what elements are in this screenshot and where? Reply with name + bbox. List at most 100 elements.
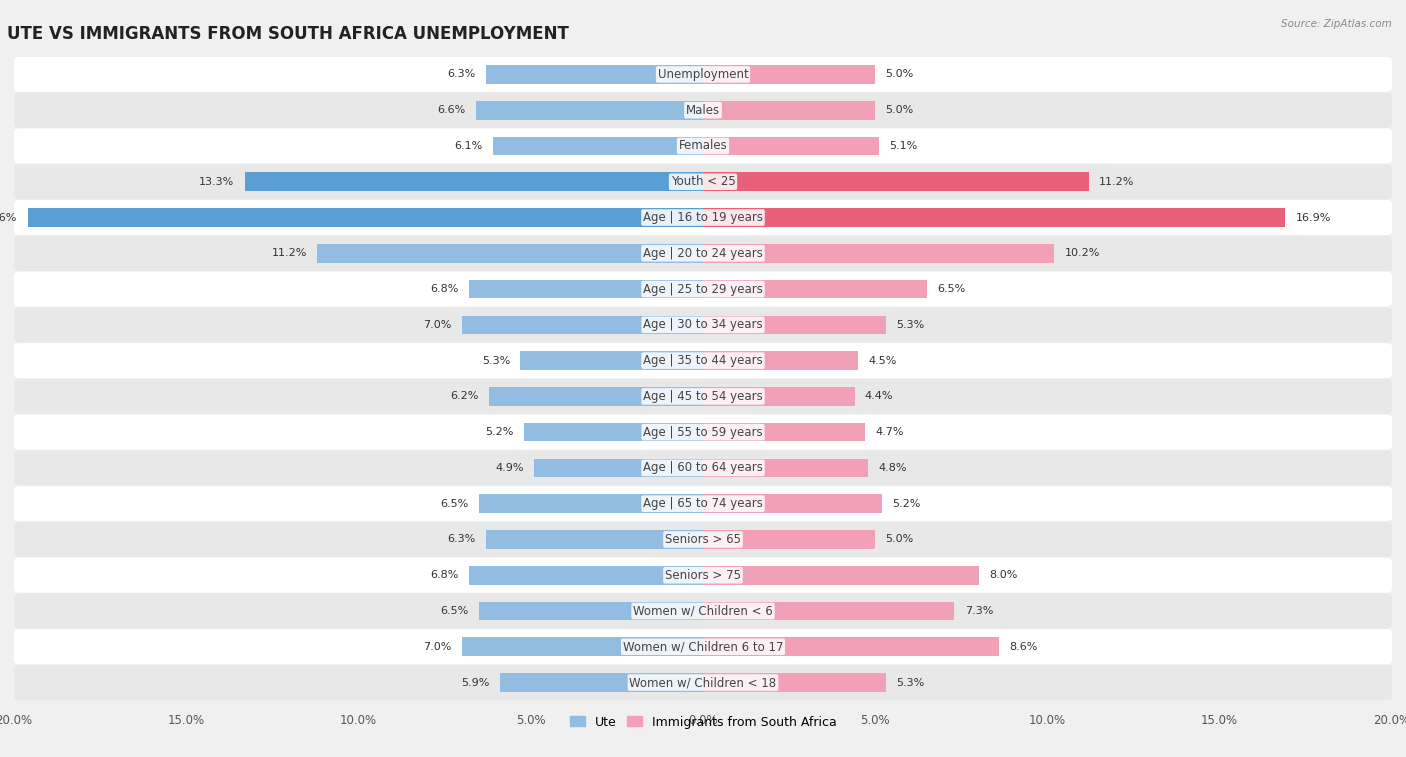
- Legend: Ute, Immigrants from South Africa: Ute, Immigrants from South Africa: [565, 711, 841, 734]
- Bar: [703, 673, 886, 692]
- Bar: [703, 423, 865, 441]
- Text: 8.6%: 8.6%: [1010, 642, 1038, 652]
- Bar: [468, 566, 703, 584]
- Text: Unemployment: Unemployment: [658, 68, 748, 81]
- FancyBboxPatch shape: [14, 665, 1392, 700]
- Text: 6.8%: 6.8%: [430, 570, 458, 580]
- Bar: [703, 137, 879, 155]
- Bar: [318, 244, 703, 263]
- Text: 6.5%: 6.5%: [440, 606, 468, 616]
- Text: Source: ZipAtlas.com: Source: ZipAtlas.com: [1281, 19, 1392, 29]
- Text: 4.4%: 4.4%: [865, 391, 893, 401]
- Text: Age | 35 to 44 years: Age | 35 to 44 years: [643, 354, 763, 367]
- Bar: [703, 173, 1088, 191]
- Bar: [703, 494, 882, 513]
- Bar: [703, 316, 886, 334]
- Text: Age | 65 to 74 years: Age | 65 to 74 years: [643, 497, 763, 510]
- Text: 5.3%: 5.3%: [896, 320, 924, 330]
- Text: Age | 45 to 54 years: Age | 45 to 54 years: [643, 390, 763, 403]
- Text: Women w/ Children < 6: Women w/ Children < 6: [633, 605, 773, 618]
- Text: 6.5%: 6.5%: [938, 284, 966, 294]
- Bar: [703, 351, 858, 370]
- Text: Seniors > 65: Seniors > 65: [665, 533, 741, 546]
- Text: 5.0%: 5.0%: [886, 534, 914, 544]
- Text: Males: Males: [686, 104, 720, 117]
- FancyBboxPatch shape: [14, 378, 1392, 414]
- Bar: [524, 423, 703, 441]
- Bar: [703, 244, 1054, 263]
- Text: Women w/ Children 6 to 17: Women w/ Children 6 to 17: [623, 640, 783, 653]
- Bar: [468, 280, 703, 298]
- FancyBboxPatch shape: [14, 307, 1392, 342]
- Bar: [703, 566, 979, 584]
- Bar: [461, 316, 703, 334]
- FancyBboxPatch shape: [14, 200, 1392, 235]
- Text: 6.1%: 6.1%: [454, 141, 482, 151]
- Bar: [486, 530, 703, 549]
- FancyBboxPatch shape: [14, 486, 1392, 522]
- Text: 4.5%: 4.5%: [869, 356, 897, 366]
- FancyBboxPatch shape: [14, 593, 1392, 628]
- Text: 5.2%: 5.2%: [893, 499, 921, 509]
- Text: UTE VS IMMIGRANTS FROM SOUTH AFRICA UNEMPLOYMENT: UTE VS IMMIGRANTS FROM SOUTH AFRICA UNEM…: [7, 25, 569, 43]
- Bar: [534, 459, 703, 477]
- Text: 5.9%: 5.9%: [461, 678, 489, 687]
- Bar: [520, 351, 703, 370]
- Bar: [703, 637, 1000, 656]
- Text: 6.3%: 6.3%: [447, 534, 475, 544]
- FancyBboxPatch shape: [14, 235, 1392, 271]
- Bar: [479, 602, 703, 620]
- Text: Seniors > 75: Seniors > 75: [665, 569, 741, 581]
- Text: 4.8%: 4.8%: [879, 463, 907, 473]
- FancyBboxPatch shape: [14, 450, 1392, 485]
- Text: 19.6%: 19.6%: [0, 213, 17, 223]
- Text: Females: Females: [679, 139, 727, 152]
- FancyBboxPatch shape: [14, 415, 1392, 450]
- Text: Age | 55 to 59 years: Age | 55 to 59 years: [643, 425, 763, 438]
- Bar: [703, 387, 855, 406]
- FancyBboxPatch shape: [14, 272, 1392, 307]
- Text: 6.6%: 6.6%: [437, 105, 465, 115]
- Bar: [486, 65, 703, 84]
- Text: 5.3%: 5.3%: [896, 678, 924, 687]
- Text: 5.0%: 5.0%: [886, 70, 914, 79]
- Text: 4.7%: 4.7%: [875, 427, 904, 437]
- Bar: [28, 208, 703, 227]
- Bar: [703, 208, 1285, 227]
- FancyBboxPatch shape: [14, 343, 1392, 378]
- Text: Age | 30 to 34 years: Age | 30 to 34 years: [643, 319, 763, 332]
- Text: 7.0%: 7.0%: [423, 642, 451, 652]
- Text: Age | 16 to 19 years: Age | 16 to 19 years: [643, 211, 763, 224]
- FancyBboxPatch shape: [14, 558, 1392, 593]
- Text: 10.2%: 10.2%: [1064, 248, 1099, 258]
- FancyBboxPatch shape: [14, 57, 1392, 92]
- Text: 6.5%: 6.5%: [440, 499, 468, 509]
- Bar: [499, 673, 703, 692]
- Text: Age | 60 to 64 years: Age | 60 to 64 years: [643, 462, 763, 475]
- FancyBboxPatch shape: [14, 164, 1392, 199]
- Bar: [703, 530, 875, 549]
- Text: Age | 20 to 24 years: Age | 20 to 24 years: [643, 247, 763, 260]
- Text: 7.3%: 7.3%: [965, 606, 993, 616]
- Text: 5.3%: 5.3%: [482, 356, 510, 366]
- Text: 5.0%: 5.0%: [886, 105, 914, 115]
- Bar: [494, 137, 703, 155]
- Bar: [479, 494, 703, 513]
- Text: 11.2%: 11.2%: [271, 248, 307, 258]
- FancyBboxPatch shape: [14, 522, 1392, 557]
- Text: 16.9%: 16.9%: [1295, 213, 1331, 223]
- Bar: [703, 101, 875, 120]
- Bar: [703, 65, 875, 84]
- Text: 13.3%: 13.3%: [200, 177, 235, 187]
- Text: 6.8%: 6.8%: [430, 284, 458, 294]
- Bar: [489, 387, 703, 406]
- Bar: [245, 173, 703, 191]
- FancyBboxPatch shape: [14, 92, 1392, 128]
- Bar: [475, 101, 703, 120]
- FancyBboxPatch shape: [14, 629, 1392, 665]
- Text: 4.9%: 4.9%: [495, 463, 524, 473]
- Text: 7.0%: 7.0%: [423, 320, 451, 330]
- Bar: [461, 637, 703, 656]
- Text: 8.0%: 8.0%: [988, 570, 1018, 580]
- Bar: [703, 602, 955, 620]
